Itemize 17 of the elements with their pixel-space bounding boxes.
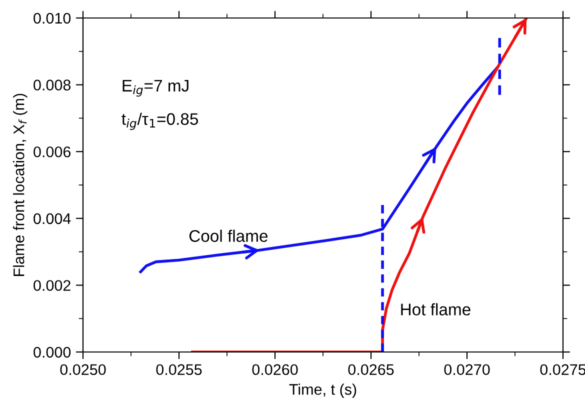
annotation: E$_{ig}$=7 mJ [122, 80, 188, 97]
x-tick-label: 0.0265 [348, 364, 394, 376]
annotation: t$_{ig}$/τ$_{1}$=0.85 [122, 112, 198, 130]
annotation: Hot flame [401, 303, 470, 316]
y-tick-label: 0.006 [34, 146, 71, 158]
x-tick-label: 0.0250 [60, 364, 106, 376]
x-axis-title: Time, t (s) [289, 384, 356, 398]
y-axis-title: Flame front location, X$_{f}$ (m) [13, 94, 28, 276]
y-tick-label: 0.004 [34, 213, 71, 224]
annotation: Cool flame [189, 230, 268, 242]
x-tick-label: 0.0260 [252, 364, 298, 376]
y-tick-label: 0.008 [34, 80, 71, 90]
x-tick-label: 0.0255 [156, 364, 202, 376]
y-tick-label: 0.002 [34, 280, 70, 291]
x-tick-label: 0.0270 [444, 364, 490, 376]
y-tick-label: 0.000 [34, 346, 71, 358]
y-tick-label: 0.010 [34, 12, 71, 24]
